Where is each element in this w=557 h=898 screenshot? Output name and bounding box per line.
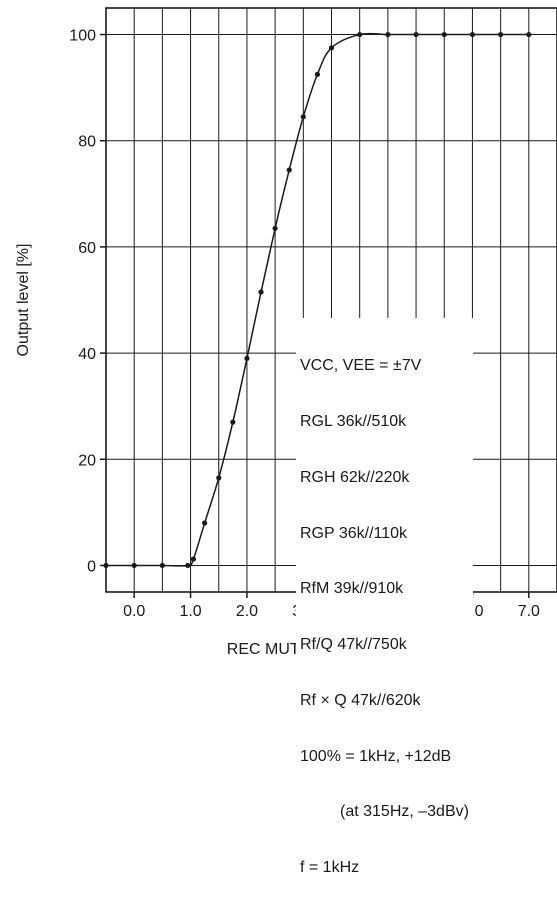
data-point	[328, 45, 335, 51]
y-tick-label: 20	[78, 452, 96, 469]
annotation-line: RGP 36k//110k	[300, 524, 408, 542]
y-tick-label: 0	[87, 558, 96, 575]
data-point	[385, 31, 391, 38]
data-point	[159, 562, 165, 569]
data-point	[131, 562, 137, 569]
data-point	[413, 31, 419, 38]
series-line	[106, 32, 529, 567]
data-point	[258, 289, 264, 295]
x-tick-label: 2.0	[236, 603, 258, 620]
annotation-line: 100% = 1kHz, +12dB	[300, 747, 452, 765]
data-point	[190, 556, 196, 562]
data-point	[244, 355, 250, 361]
y-tick-label: 60	[78, 240, 96, 257]
annotation-line: (at 315Hz, –3dBv)	[340, 803, 469, 821]
y-tick-label: 80	[78, 134, 96, 151]
data-point	[103, 562, 109, 569]
data-point	[469, 31, 476, 38]
annotation-line: Rf/Q 47k//750k	[300, 636, 407, 654]
annotation-line: VCC, VEE = ±7V	[300, 357, 422, 375]
data-points	[103, 31, 532, 569]
x-tick-label: 7.0	[518, 603, 540, 620]
annotation-line: RGL 36k//510k	[300, 412, 407, 430]
data-point	[498, 31, 504, 38]
data-point	[441, 31, 447, 38]
x-tick-label: 0.0	[123, 603, 145, 620]
y-axis-ticks: 0 20 40 60 80 100	[69, 28, 106, 575]
annotation-line: Rf × Q 47k//620k	[300, 691, 421, 709]
data-point	[357, 31, 363, 38]
data-point	[185, 562, 191, 569]
data-point	[300, 114, 306, 120]
annotation-line: RfM 39k//910k	[300, 580, 404, 598]
data-point	[526, 31, 532, 38]
y-tick-label: 40	[78, 346, 96, 363]
annotation-line: f = 1kHz	[300, 859, 360, 877]
y-axis-title: Output level [%]	[15, 244, 32, 357]
conditions-annotation: VCC, VEE = ±7V RGL 36k//510k RGH 62k//22…	[296, 318, 473, 898]
data-point	[272, 225, 278, 231]
x-tick-label: 1.0	[179, 603, 201, 620]
data-point	[286, 167, 292, 173]
annotation-line: RGH 62k//220k	[300, 468, 410, 486]
data-point	[314, 71, 321, 77]
y-tick-label: 100	[69, 28, 96, 45]
data-point	[230, 419, 236, 425]
data-point	[216, 475, 222, 481]
data-point	[202, 520, 208, 526]
